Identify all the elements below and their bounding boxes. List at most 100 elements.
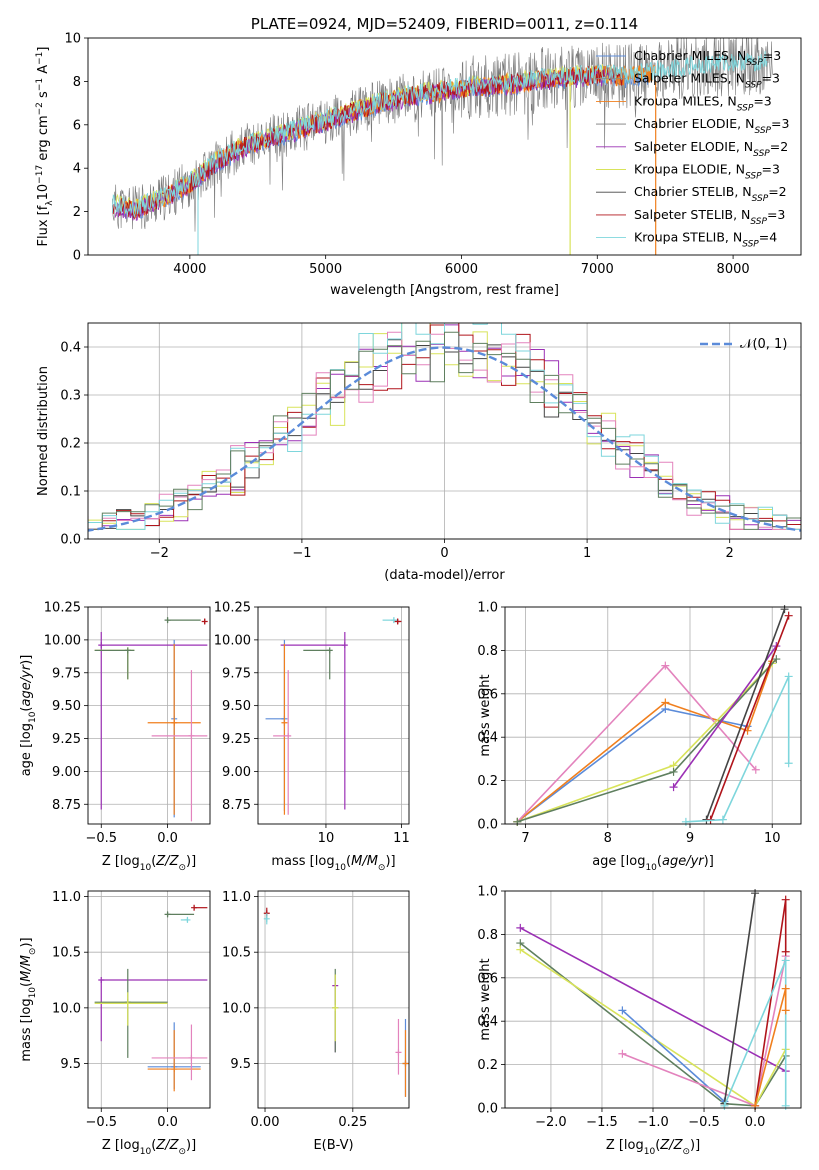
axes-frame [87, 606, 211, 825]
data-point-marker [332, 1004, 339, 1011]
label-part: SSP [742, 240, 759, 250]
series-marker [661, 698, 670, 707]
label-part: Kroupa STELIB, N [634, 230, 742, 245]
label-part: −17 [35, 165, 45, 184]
label-part: SSP [750, 217, 767, 227]
label-part: SSP [753, 149, 770, 159]
legend-entry: Salpeter STELIB, NSSP=3 [634, 207, 785, 227]
x-tick-label: 8 [604, 831, 612, 846]
series-line [519, 927, 787, 1072]
y-tick-label: 6 [73, 118, 81, 133]
label-part: age/yr [19, 663, 34, 706]
y-tick-label: 9.5 [230, 1057, 251, 1072]
y-tick-label: 0.4 [477, 731, 498, 746]
series-marker [781, 1006, 790, 1015]
normal-curve-line [88, 346, 801, 532]
y-tick-label: 0.1 [60, 485, 81, 500]
label-part: )] [385, 854, 395, 869]
series-marker [781, 895, 790, 904]
spectrum-title: PLATE=0924, MJD=52409, FIBERID=0011, z=0… [251, 15, 638, 33]
y-tick-label: 1.0 [477, 885, 498, 900]
y-tick-label: 9.50 [52, 699, 81, 714]
label-part: age/yr [662, 854, 705, 869]
x-tick-label: −0.5 [85, 1115, 117, 1130]
label-part: =2 [768, 184, 786, 199]
legend-entry: Chabrier STELIB, NSSP=2 [634, 184, 787, 204]
weight_vs_age-ylabel: mass weight [478, 674, 493, 756]
data-point-marker [326, 647, 333, 654]
label-part: 10 [644, 1147, 656, 1157]
label-part: =3 [763, 48, 781, 63]
spectrum-panel: 4000 5000 6000 7000 8000 0 2 4 6 8 10 PLATE=0924, M… [35, 15, 802, 298]
y-tick-label: 2 [73, 205, 81, 220]
age_vs_mass-xlabel: mass [log10(M/M⊙)] [271, 854, 395, 873]
x-tick-label: −1.0 [637, 1115, 669, 1130]
label-part: )] [186, 1138, 196, 1153]
label-part: mass [log [271, 854, 334, 869]
data-point-marker [124, 1000, 131, 1007]
x-tick-label: −0.5 [688, 1115, 720, 1130]
label-part: 10 [36, 184, 51, 201]
y-tick-label: 0.8 [477, 928, 498, 943]
legend-entry: Chabrier MILES, NSSP=3 [634, 48, 781, 68]
label-part: Flux [f [36, 205, 51, 246]
residuals-ylabel: Normed distribution [36, 366, 51, 496]
label-part: ] [36, 47, 51, 52]
spectrum-xlabel: wavelength [Angstrom, rest frame] [330, 283, 559, 298]
data-point-marker [164, 617, 171, 624]
series-marker [720, 1101, 729, 1110]
label-part: Z [log [606, 1138, 644, 1153]
label-part: )] [186, 854, 196, 869]
label-part: 10 [645, 863, 657, 873]
weight_vs_age-xlabel: age [log10(age/yr)] [592, 854, 714, 873]
label-part: )] [19, 937, 34, 947]
label-part: A [36, 65, 51, 78]
y-tick-label: 9.75 [52, 666, 81, 681]
y-tick-label: 10.00 [44, 633, 81, 648]
axes-frame [87, 37, 802, 256]
axes-frame [504, 606, 802, 825]
x-tick-label: 4000 [173, 262, 206, 277]
x-tick-label: −2 [150, 546, 169, 561]
label-part: −2 [35, 102, 45, 115]
label-part: mass [log [19, 998, 34, 1061]
label-part: Kroupa ELODIE, N [634, 162, 745, 177]
label-part: ( [151, 854, 156, 869]
model-spectrum-line [111, 51, 768, 219]
series-marker [751, 765, 760, 774]
y-tick-label: 0.2 [477, 1058, 498, 1073]
series-marker [781, 984, 790, 993]
label-part: ( [19, 707, 34, 712]
y-tick-label: 10 [64, 32, 81, 47]
series-marker [781, 1101, 790, 1110]
data-point-marker [184, 916, 191, 923]
data-point-marker [341, 642, 348, 649]
data-point-marker [263, 915, 270, 922]
y-tick-label: 1.0 [477, 601, 498, 616]
legend-entry: Kroupa MILES, NSSP=3 [634, 93, 772, 113]
y-tick-label: 10.25 [214, 601, 251, 616]
data-point-marker [395, 1049, 402, 1056]
data-point-marker [164, 911, 171, 918]
y-tick-label: 10.0 [222, 1001, 251, 1016]
label-part: =3 [767, 207, 785, 222]
data-point-marker [98, 977, 105, 984]
label-part: =4 [759, 230, 777, 245]
series-line [709, 615, 790, 820]
x-tick-label: 0 [440, 546, 448, 561]
mass_vs_z-ylabel: mass [log10(M/M⊙)] [19, 937, 38, 1061]
x-tick-label: 1 [583, 546, 591, 561]
y-tick-label: 10.5 [222, 946, 251, 961]
weight_vs_z-panel: −2.0 −1.5 −1.0 −0.5 0.0 0.0 0.2 0.4 0.6 0.8 1.0 Z [… [477, 885, 802, 1157]
spectrum-data [111, 38, 773, 255]
x-tick-label: 6000 [445, 262, 478, 277]
x-tick-label: 2 [726, 546, 734, 561]
label-part: )] [690, 1138, 700, 1153]
label-part: Z/Z [155, 1138, 179, 1153]
y-tick-label: 9.5 [60, 1057, 81, 1072]
mass_vs_ebv-xlabel: E(B-V) [313, 1138, 353, 1153]
x-tick-label: −1 [292, 546, 311, 561]
label-part: ⊙ [682, 1147, 690, 1157]
series-marker [772, 655, 781, 664]
